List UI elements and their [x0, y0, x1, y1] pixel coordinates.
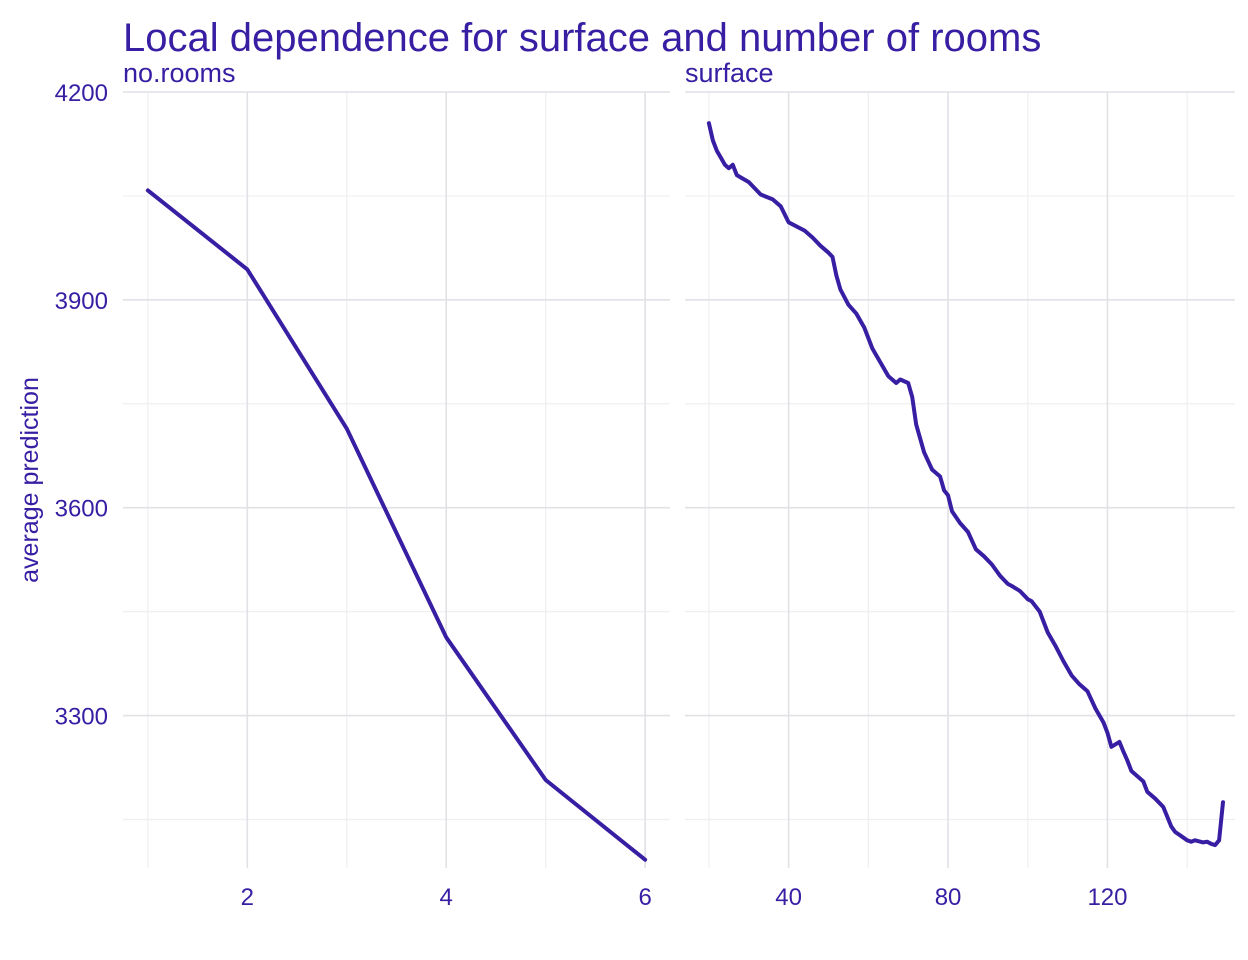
series-line-surface	[706, 121, 1225, 848]
x-tick-label: 80	[935, 884, 962, 911]
chart-title: Local dependence for surface and number …	[123, 16, 1041, 60]
x-tick-label: 4	[440, 884, 453, 911]
y-axis-title: average prediction	[16, 377, 44, 583]
panel-surface-strip-label: surface	[685, 58, 774, 88]
panel-surface-grid	[685, 91, 1235, 868]
x-tick-label: 2	[241, 884, 254, 911]
x-tick-label: 6	[638, 884, 651, 911]
panel-no-rooms: no.rooms 2 4 6	[123, 58, 670, 911]
x-tick-label: 40	[775, 884, 802, 911]
panel-surface: surface 40 80 120	[685, 58, 1235, 911]
panel-no-rooms-strip-label: no.rooms	[123, 58, 236, 88]
panel-no-rooms-grid	[123, 91, 670, 868]
y-tick-label: 4200	[55, 80, 108, 107]
y-tick-label: 3600	[55, 496, 108, 523]
y-tick-label: 3300	[55, 704, 108, 731]
y-tick-label: 3900	[55, 288, 108, 315]
x-tick-label: 120	[1087, 884, 1127, 911]
series-line-no-rooms	[145, 188, 648, 862]
y-axis-label: average prediction	[16, 377, 44, 583]
